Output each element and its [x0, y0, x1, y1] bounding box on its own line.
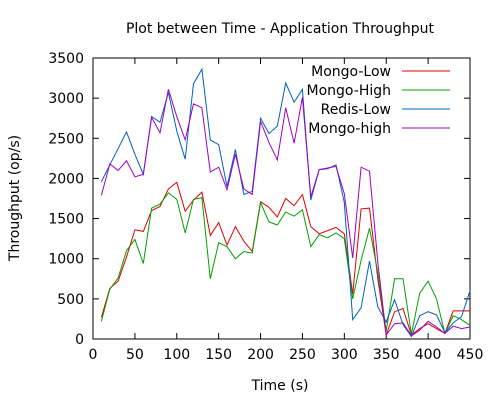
series-line-mongo-high — [100, 192, 471, 335]
legend-label: Mongo-High — [307, 83, 391, 99]
legend-label: Mongo-Low — [311, 64, 391, 80]
legend-label: Mongo-high — [308, 121, 391, 137]
y-tick-label: 2500 — [48, 131, 84, 147]
y-tick-label: 1000 — [48, 252, 84, 268]
x-tick-label: 400 — [415, 347, 442, 363]
x-tick-label: 200 — [247, 347, 274, 363]
x-tick-label: 350 — [373, 347, 400, 363]
axis-ticks: 0 500 1000 1500 2000 2500 3000 3500 0 50 100 150 200… — [48, 51, 483, 363]
y-axis-label: Throughput (op/s) — [7, 135, 23, 262]
y-tick-label: 2000 — [48, 171, 84, 187]
chart-title: Plot between Time - Application Throughp… — [126, 21, 435, 37]
y-tick-label: 1500 — [48, 212, 84, 228]
series-line-redis-low — [100, 67, 471, 338]
x-tick-label: 150 — [205, 347, 232, 363]
plot-frame — [92, 57, 471, 340]
x-tick-label: 0 — [89, 347, 98, 363]
y-tick-label: 3500 — [48, 51, 84, 67]
series-line-mongo-high — [100, 89, 471, 337]
x-tick-label: 100 — [163, 347, 190, 363]
legend-label: Redis-Low — [321, 102, 391, 118]
y-tick-label: 0 — [75, 332, 84, 348]
x-tick-label: 450 — [457, 347, 484, 363]
x-tick-label: 50 — [126, 347, 144, 363]
x-tick-label: 300 — [331, 347, 358, 363]
legend: Mongo-Low Mongo-High Redis-Low Mongo-high — [307, 64, 450, 137]
plot-area — [92, 57, 471, 340]
y-tick-label: 3000 — [48, 91, 84, 107]
x-axis-label: Time (s) — [251, 378, 309, 394]
x-tick-label: 250 — [289, 347, 316, 363]
series-lines — [100, 67, 471, 338]
y-tick-label: 500 — [57, 292, 84, 308]
